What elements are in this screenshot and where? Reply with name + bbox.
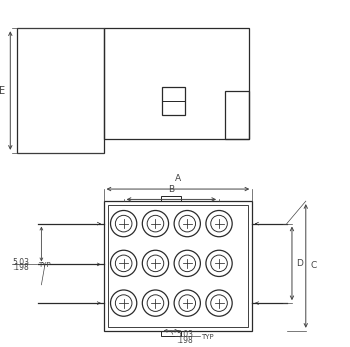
Bar: [162, 87, 185, 115]
Text: A: A: [175, 174, 181, 183]
Bar: [104, 201, 252, 331]
Bar: [225, 91, 249, 139]
Bar: [108, 205, 248, 327]
Text: .198: .198: [12, 263, 29, 272]
Bar: [17, 28, 104, 153]
Text: TYP: TYP: [201, 334, 214, 340]
Text: B: B: [168, 185, 174, 194]
Bar: [161, 196, 181, 201]
Text: D: D: [296, 259, 303, 268]
Text: E: E: [0, 86, 5, 95]
Text: .198: .198: [176, 336, 193, 345]
Text: C: C: [311, 261, 317, 270]
Text: TYP: TYP: [38, 262, 51, 268]
Text: 5.03: 5.03: [12, 258, 29, 267]
Bar: [104, 28, 249, 139]
Text: 5.03: 5.03: [176, 330, 193, 339]
Bar: [161, 331, 181, 336]
